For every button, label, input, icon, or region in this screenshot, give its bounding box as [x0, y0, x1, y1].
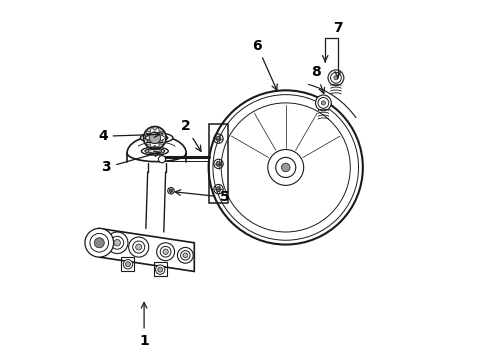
Text: 4: 4 [98, 129, 159, 143]
Circle shape [94, 238, 104, 248]
Circle shape [135, 244, 142, 250]
Circle shape [183, 253, 187, 258]
Circle shape [149, 132, 160, 144]
Ellipse shape [141, 147, 168, 155]
Polygon shape [151, 145, 158, 149]
Text: 6: 6 [252, 39, 277, 90]
Circle shape [163, 249, 168, 255]
Circle shape [177, 247, 193, 263]
Polygon shape [143, 138, 147, 145]
Bar [153, 262, 166, 276]
Circle shape [158, 156, 165, 163]
Polygon shape [143, 131, 147, 138]
Circle shape [106, 232, 128, 253]
Circle shape [128, 237, 148, 257]
Polygon shape [162, 138, 166, 145]
Circle shape [281, 163, 289, 172]
Bar [121, 257, 134, 271]
Text: 3: 3 [102, 151, 160, 175]
Circle shape [155, 265, 164, 274]
Polygon shape [151, 127, 158, 130]
Circle shape [125, 262, 130, 267]
Polygon shape [145, 127, 151, 132]
Circle shape [216, 186, 221, 192]
Circle shape [321, 101, 325, 105]
Text: 8: 8 [311, 66, 324, 94]
Ellipse shape [140, 133, 173, 143]
Circle shape [156, 243, 174, 261]
Polygon shape [162, 131, 166, 138]
Text: 1: 1 [139, 302, 149, 348]
Text: 7: 7 [332, 21, 342, 35]
Circle shape [333, 76, 337, 80]
Polygon shape [145, 144, 151, 149]
Circle shape [315, 95, 330, 111]
Circle shape [123, 260, 132, 269]
Text: 5: 5 [175, 190, 229, 204]
Circle shape [216, 136, 221, 141]
Circle shape [85, 228, 113, 257]
Circle shape [167, 188, 174, 194]
Circle shape [216, 161, 221, 166]
Circle shape [327, 70, 343, 86]
Polygon shape [158, 144, 164, 149]
Text: 2: 2 [180, 119, 201, 151]
Ellipse shape [144, 149, 164, 154]
Circle shape [158, 267, 163, 272]
Circle shape [169, 189, 172, 193]
Polygon shape [158, 127, 164, 132]
Circle shape [114, 239, 120, 246]
Bar [208, 125, 228, 203]
